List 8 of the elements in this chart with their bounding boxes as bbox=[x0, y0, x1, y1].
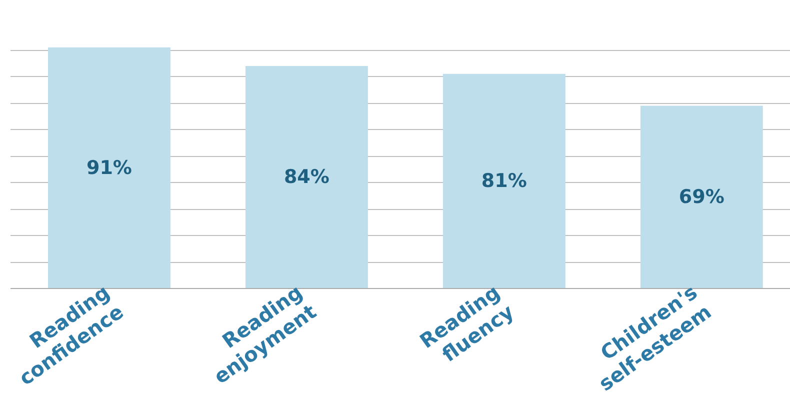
data-label: 91% bbox=[86, 156, 132, 179]
data-label: 81% bbox=[481, 170, 527, 192]
data-label: 84% bbox=[284, 166, 330, 188]
bar bbox=[245, 66, 368, 288]
data-label: 69% bbox=[678, 186, 724, 208]
bar bbox=[640, 106, 763, 288]
bar bbox=[48, 47, 170, 288]
bar bbox=[442, 74, 566, 288]
